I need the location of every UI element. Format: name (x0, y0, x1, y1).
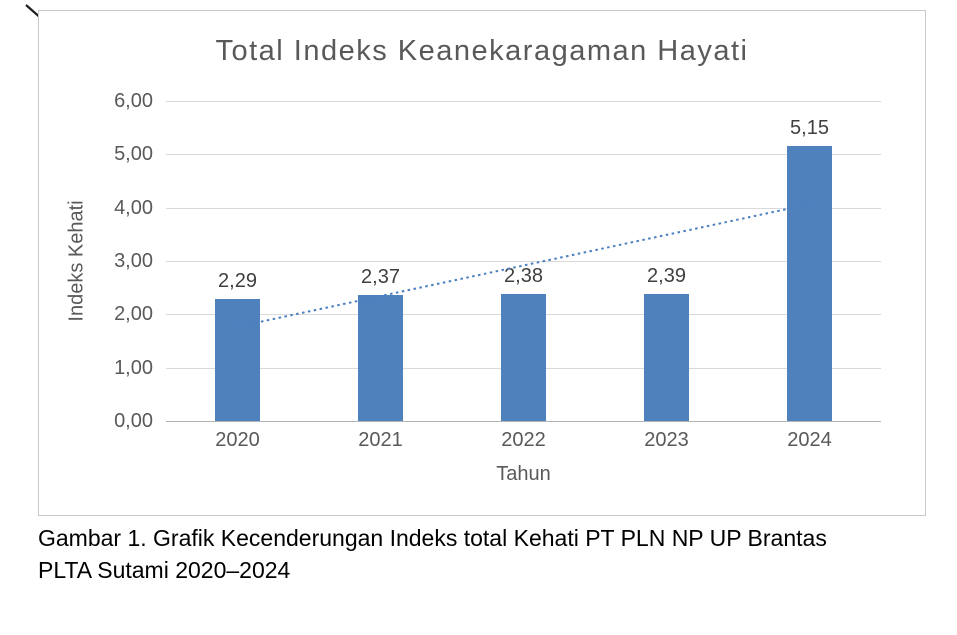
gridline (166, 207, 881, 209)
y-tick-label: 3,00 (114, 250, 153, 272)
x-axis-ticks: 2020 2021 2022 2023 2024 (166, 429, 881, 452)
x-tick-label: 2024 (787, 429, 832, 451)
bar (358, 294, 403, 421)
x-tick-label: 2020 (215, 429, 260, 451)
x-axis-title: Tahun (496, 463, 551, 485)
bar-value-label: 5,15 (790, 117, 829, 140)
bar-value-label: 2,37 (361, 265, 400, 288)
bar-value-label: 2,39 (647, 264, 686, 287)
y-tick-label: 6,00 (114, 90, 153, 112)
bar-value-label: 2,38 (504, 265, 543, 288)
y-tick-label: 5,00 (114, 143, 153, 166)
figure-caption-line-1: Gambar 1. Grafik Kecenderungan Indeks to… (38, 525, 827, 551)
bar (787, 146, 832, 421)
plot-area: 2,29 2,37 2,38 2,39 5,15 (166, 101, 881, 422)
chart-title: Total Indeks Keanekaragaman Hayati (215, 35, 749, 67)
y-tick-label: 4,00 (114, 196, 153, 219)
gridline (166, 101, 881, 102)
figure-caption-line-2: PLTA Sutami 2020–2024 (38, 557, 291, 583)
bar (644, 293, 689, 421)
bar (215, 298, 260, 421)
trendline (237, 203, 810, 328)
bar-chart: Total Indeks Keanekaragaman Hayati Indek… (38, 10, 926, 516)
x-tick-label: 2023 (644, 429, 689, 451)
bar (501, 294, 546, 421)
gridline (166, 154, 881, 156)
y-tick-label: 0,00 (114, 410, 153, 432)
y-axis-ticks: 6,00 5,00 4,00 3,00 2,00 1,00 0,00 (79, 90, 153, 432)
bar-series: 2,29 2,37 2,38 2,39 5,15 (166, 101, 881, 421)
x-tick-label: 2022 (501, 429, 546, 451)
figure-caption: Gambar 1. Grafik Kecenderungan Indeks to… (38, 522, 938, 586)
y-tick-label: 1,00 (114, 356, 153, 379)
gridline (166, 421, 881, 422)
y-tick-label: 2,00 (114, 303, 153, 326)
x-tick-label: 2021 (358, 429, 403, 451)
gridline (166, 261, 881, 262)
bar-value-label: 2,29 (218, 269, 257, 292)
